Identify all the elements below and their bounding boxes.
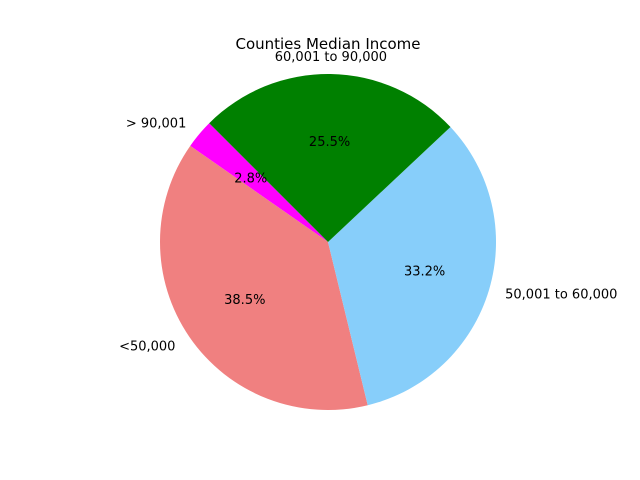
slice-percent-label: 38.5% [224,293,265,308]
pie-slice [160,145,368,411]
pie-slice [328,126,497,406]
chart-title: Counties Median Income [235,35,420,53]
slice-category-label: <50,000 [119,339,175,354]
pie-slice [209,73,451,242]
pie-slice [190,123,328,242]
slice-category-label: 50,001 to 60,000 [505,288,617,303]
slice-percent-label: 25.5% [309,135,350,150]
pie-slices [160,73,497,411]
slice-percent-label: 33.2% [404,265,445,280]
slice-category-label: 60,001 to 90,000 [275,50,387,65]
slice-category-label: > 90,001 [126,116,187,131]
slice-percent-label: 2.8% [234,171,267,186]
pie-labels: > 90,001 2.8% <50,000 38.5% 50,001 to 60,000… [119,50,617,354]
